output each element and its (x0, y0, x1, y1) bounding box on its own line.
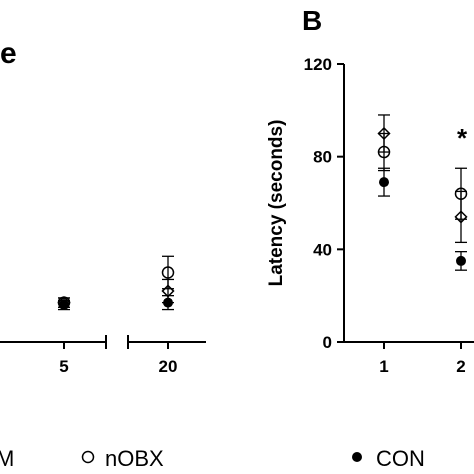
panel-b-x-tick-label: 2 (456, 357, 465, 376)
panel-a-x-tick-label: 5 (59, 357, 68, 376)
panel-a-x-tick-label: 20 (159, 357, 178, 376)
panel-a-point-open-diamond (161, 284, 175, 298)
panel-b-y-tick-label: 0 (323, 333, 332, 352)
panel-b-y-axis-label: Latency (seconds) (266, 120, 287, 287)
panel-b-y-ticks: 0 40 80 120 (304, 55, 344, 352)
panel-b-point-filled-circle (379, 177, 389, 188)
panel-a-point-open-diamond (57, 296, 71, 310)
legend-open-circle-marker (81, 450, 95, 464)
significance-asterisk: * (457, 123, 468, 153)
panel-b-y-tick-label: 80 (313, 148, 332, 167)
legend-left-fragment: M (0, 446, 14, 471)
panel-a-marks (57, 255, 175, 311)
panel-b-point-filled-circle (456, 255, 466, 266)
panel-a: e 5 20 (0, 37, 206, 376)
legend-filled-circle-marker (352, 452, 362, 462)
legend-nobx-label: nOBX (105, 446, 164, 471)
legend-con-label: CON (376, 446, 425, 471)
panel-b-x-tick-label: 1 (379, 357, 388, 376)
panel-b-y-tick-label: 40 (313, 240, 332, 259)
panel-b-point-open-diamond (377, 126, 391, 141)
panel-b-y-tick-label: 120 (304, 55, 332, 74)
legend: M nOBX CON (0, 446, 425, 471)
panel-b-label: B (302, 5, 322, 36)
panel-b-marks (377, 114, 468, 271)
panel-a-x-ticks: 5 20 (59, 342, 177, 376)
panel-a-title: e (0, 37, 17, 70)
panel-b-point-open-diamond (454, 210, 468, 224)
panel-a-point-open-circle (161, 266, 175, 279)
